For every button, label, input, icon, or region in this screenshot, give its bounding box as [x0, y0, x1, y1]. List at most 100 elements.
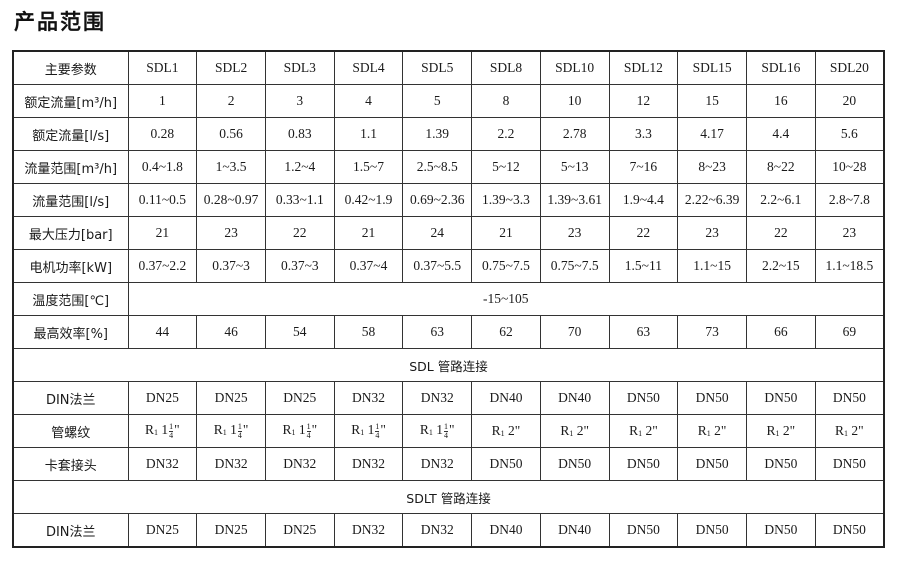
efficiency-row: 最高效率[%] 44 46 54 58 63 62 70 63 73 66 69 [12, 315, 885, 349]
table-cell: 1.1 [333, 117, 404, 151]
whole: 1 [230, 422, 237, 438]
table-cell: DN50 [814, 513, 885, 548]
table-cell: DN25 [264, 381, 335, 415]
table-cell: 66 [745, 315, 816, 349]
table-cell: 0.4~1.8 [127, 150, 198, 184]
table-cell: SDL3 [264, 50, 335, 85]
table-cell: DN50 [745, 513, 816, 548]
table-cell: 3.3 [608, 117, 679, 151]
table-cell: DN50 [677, 381, 747, 415]
table-cell: 69 [814, 315, 885, 349]
table-cell: 0.28~0.97 [196, 183, 266, 217]
table-cell: SDL4 [333, 50, 404, 85]
table-cell: 4.17 [677, 117, 747, 151]
thread-cell: R1 2" [677, 414, 747, 448]
table-cell: 22 [264, 216, 335, 250]
table-cell: 2.22~6.39 [677, 183, 747, 217]
thread-cell: R1 2" [814, 414, 885, 448]
table-cell: 62 [471, 315, 541, 349]
row-label: 额定流量[l/s] [12, 117, 129, 151]
table-cell: SDL16 [745, 50, 816, 85]
row-label: 流量范围[m³/h] [12, 150, 129, 184]
table-row: 流量范围[l/s] 0.11~0.5 0.28~0.97 0.33~1.1 0.42~1… [12, 183, 885, 217]
whole: 2 [645, 423, 653, 438]
prefix: R [145, 422, 155, 438]
section-title: SDL 管路连接 [12, 348, 885, 382]
table-cell: DN32 [333, 513, 404, 548]
prefix: R [351, 422, 361, 438]
whole: 1 [367, 422, 375, 438]
prefix: R [282, 422, 292, 438]
table-cell: 63 [402, 315, 473, 349]
table-cell: DN50 [608, 381, 679, 415]
numerator: 1 [169, 421, 174, 432]
table-cell: 2.5~8.5 [402, 150, 473, 184]
table-cell: 23 [539, 216, 610, 250]
table-cell: DN32 [402, 513, 473, 548]
table-cell: 1.9~4.4 [608, 183, 679, 217]
table-cell: DN25 [196, 513, 266, 548]
suffix: " [174, 422, 180, 438]
table-cell: 21 [471, 216, 541, 250]
table-cell: 2.8~7.8 [814, 183, 885, 217]
header-row: 主要参数 SDL1 SDL2 SDL3 SDL4 SDL5 SDL8 SDL10 SDL12 SD… [12, 50, 885, 85]
table-cell: 5.6 [814, 117, 885, 151]
table-cell: 22 [745, 216, 816, 250]
numerator: 1 [444, 421, 449, 432]
sub: 1 [154, 428, 159, 438]
table-cell: 1.39~3.3 [471, 183, 541, 217]
table-cell: DN50 [677, 513, 747, 548]
table-cell: 21 [333, 216, 404, 250]
table-cell: SDL12 [608, 50, 679, 85]
thread-cell: R1 2" [539, 414, 610, 448]
sdlt-section-row: SDLT 管路连接 [12, 480, 885, 514]
table-cell: DN32 [402, 381, 473, 415]
table-row: 额定流量[m³/h] 1 2 3 4 5 8 10 12 15 16 20 [12, 84, 885, 118]
whole: 2 [782, 423, 790, 438]
table-row: 额定流量[l/s] 0.28 0.56 0.83 1.1 1.39 2.2 2.78 3.3 4.… [12, 117, 885, 151]
suffix: " [380, 422, 386, 438]
table-cell: DN50 [677, 447, 747, 481]
table-cell: 2.2~6.1 [745, 183, 816, 217]
prefix: R [766, 423, 776, 438]
sdl-thread-row: 管螺纹 R1 1 1 4 " R1 1 1 4 " R1 1 1 4 " R1 1 1 4 " R1 1 1 4 " R1… [12, 414, 885, 448]
sdl-ferrule-row: 卡套接头 DN32 DN32 DN32 DN32 DN32 DN50 DN50 DN50 DN50… [12, 447, 885, 481]
suffix: " [858, 423, 864, 438]
sub: 1 [222, 428, 227, 438]
denominator: 4 [169, 430, 174, 440]
whole: 2 [714, 423, 721, 438]
denominator: 4 [444, 430, 449, 440]
table-cell: 4.4 [745, 117, 816, 151]
table-cell: 0.42~1.9 [333, 183, 404, 217]
thread-cell: R1 1 1 4 " [402, 414, 473, 448]
table-cell: 1.5~11 [608, 249, 679, 283]
whole: 2 [576, 423, 584, 438]
table-cell: 0.37~3 [196, 249, 266, 283]
prefix: R [697, 423, 707, 438]
table-cell: 23 [677, 216, 747, 250]
row-label: 管螺纹 [12, 414, 129, 448]
suffix: " [311, 422, 318, 438]
table-cell: DN50 [471, 447, 541, 481]
suffix: " [449, 422, 455, 438]
denominator: 4 [375, 430, 380, 440]
table-row: 流量范围[m³/h] 0.4~1.8 1~3.5 1.2~4 1.5~7 2.5~8.5 5… [12, 150, 885, 184]
table-cell: 70 [539, 315, 610, 349]
table-cell: DN32 [264, 447, 335, 481]
table-cell: 1.2~4 [264, 150, 335, 184]
prefix: R [213, 422, 223, 438]
table-cell: 5 [402, 84, 473, 118]
numerator: 1 [237, 421, 242, 432]
table-cell: 0.37~3 [264, 249, 335, 283]
whole: 1 [436, 422, 444, 438]
table-cell: 1.5~7 [333, 150, 404, 184]
table-cell: 20 [814, 84, 885, 118]
table-cell: 8~23 [677, 150, 747, 184]
suffix: " [583, 423, 589, 438]
table-cell: 10~28 [814, 150, 885, 184]
sub: 1 [775, 429, 780, 438]
table-cell: DN40 [471, 513, 541, 548]
